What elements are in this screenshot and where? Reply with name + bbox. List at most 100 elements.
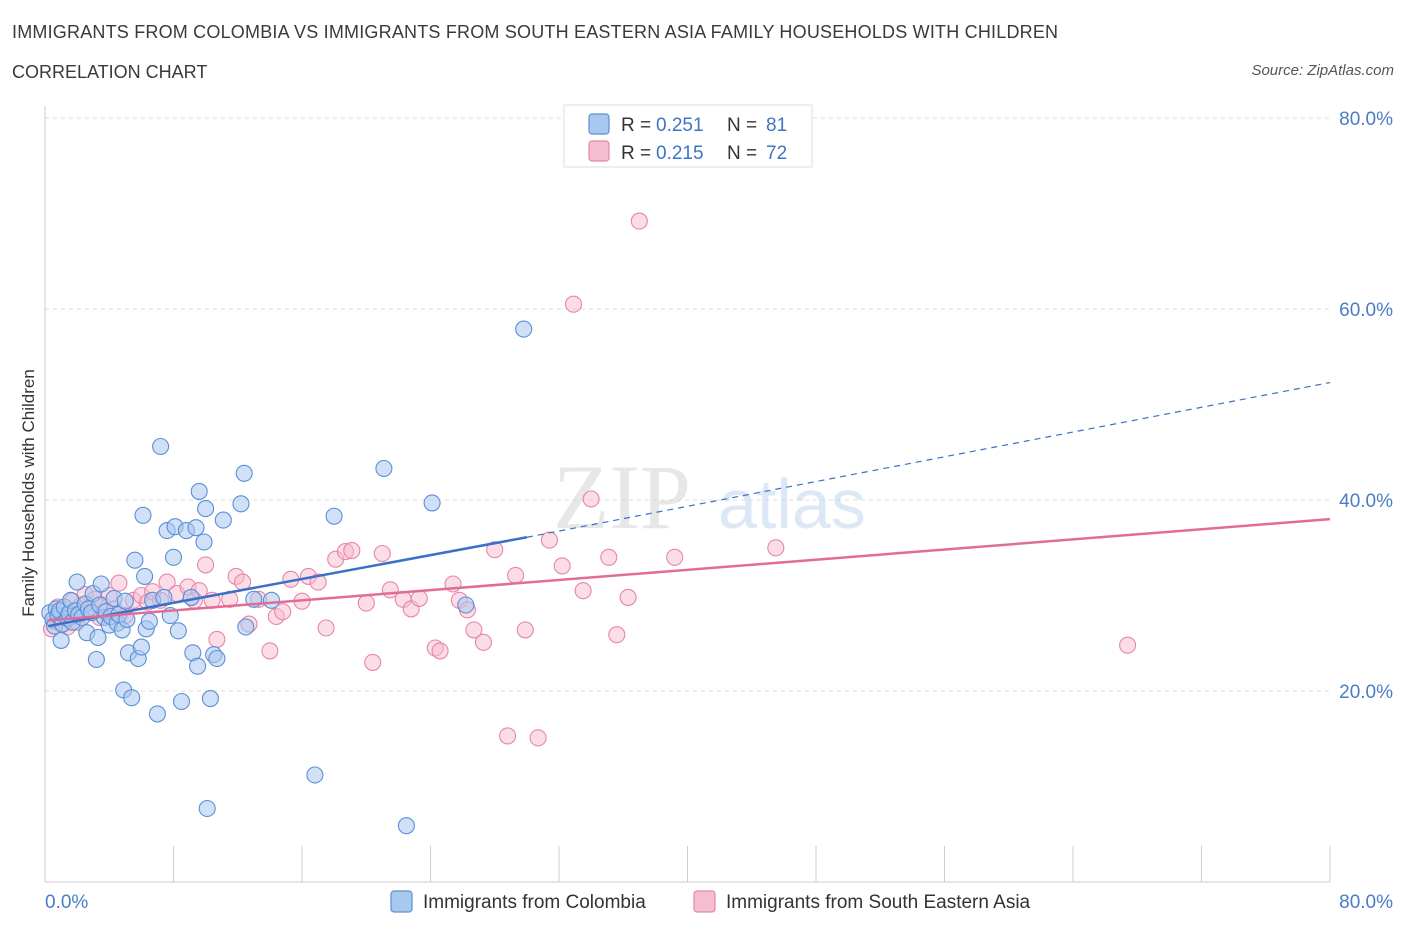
point-sea bbox=[474, 633, 493, 651]
legend-r-value-sea: 0.215 bbox=[656, 143, 704, 164]
y-tick-label: 60.0% bbox=[1339, 300, 1393, 321]
point-colombia bbox=[423, 494, 441, 512]
bottom-legend: Immigrants from Colombia Immigrants from… bbox=[390, 890, 1031, 913]
point-sea bbox=[600, 548, 618, 566]
point-sea bbox=[465, 621, 483, 639]
point-colombia bbox=[126, 551, 144, 569]
point-sea bbox=[431, 642, 449, 660]
point-colombia bbox=[397, 817, 415, 835]
point-sea bbox=[486, 541, 504, 559]
y-axis-title: Family Households with Children bbox=[19, 369, 38, 617]
y-tick-label: 80.0% bbox=[1339, 109, 1393, 130]
point-sea bbox=[309, 573, 327, 591]
point-colombia bbox=[235, 464, 253, 482]
point-sea bbox=[630, 212, 648, 230]
watermark: ZIP atlas bbox=[553, 446, 866, 548]
point-colombia bbox=[197, 500, 215, 518]
legend-n-value-sea: 72 bbox=[766, 143, 787, 164]
point-sea bbox=[582, 490, 600, 508]
point-colombia bbox=[169, 622, 187, 640]
chart-title: IMMIGRANTS FROM COLOMBIA VS IMMIGRANTS F… bbox=[12, 22, 1059, 42]
point-sea bbox=[197, 556, 215, 574]
point-sea bbox=[499, 727, 517, 745]
point-colombia bbox=[208, 649, 226, 668]
point-colombia bbox=[187, 519, 205, 537]
point-sea bbox=[540, 531, 558, 549]
point-colombia bbox=[68, 573, 86, 591]
point-sea bbox=[564, 295, 583, 313]
point-colombia bbox=[198, 799, 216, 818]
point-colombia bbox=[232, 495, 250, 513]
point-sea bbox=[516, 621, 534, 639]
point-colombia bbox=[172, 692, 191, 711]
point-colombia bbox=[375, 459, 393, 478]
bottom-legend-label-sea: Immigrants from South Eastern Asia bbox=[726, 892, 1031, 913]
point-sea bbox=[410, 589, 428, 607]
point-colombia bbox=[457, 596, 475, 614]
point-sea bbox=[274, 603, 292, 621]
point-sea bbox=[608, 626, 626, 644]
tick-labels: 20.0% 40.0% 60.0% 80.0% 0.0% 80.0% bbox=[45, 109, 1393, 913]
point-colombia bbox=[136, 567, 154, 585]
legend-n-label-colombia: N = bbox=[727, 115, 757, 136]
point-sea bbox=[553, 557, 571, 575]
watermark-zip: ZIP bbox=[553, 446, 691, 548]
point-colombia bbox=[52, 631, 70, 649]
point-sea bbox=[507, 566, 525, 584]
point-colombia bbox=[152, 437, 170, 456]
top-legend: R = 0.251 N = 81 R = 0.215 N = 72 bbox=[563, 104, 813, 168]
point-colombia bbox=[325, 507, 343, 525]
axes bbox=[44, 106, 1331, 883]
point-sea bbox=[666, 548, 684, 566]
point-colombia bbox=[116, 592, 134, 610]
legend-swatch-colombia bbox=[588, 113, 610, 135]
point-sea bbox=[261, 642, 279, 660]
x-tick-label-end: 80.0% bbox=[1339, 892, 1393, 913]
point-sea bbox=[619, 588, 637, 606]
point-colombia bbox=[201, 690, 219, 708]
point-colombia bbox=[164, 548, 183, 566]
point-sea bbox=[317, 619, 335, 637]
point-colombia bbox=[132, 638, 150, 656]
point-colombia bbox=[123, 689, 141, 707]
legend-n-label-sea: N = bbox=[727, 143, 757, 164]
legend-r-value-colombia: 0.251 bbox=[656, 115, 704, 136]
point-colombia bbox=[306, 766, 324, 784]
bottom-legend-swatch-colombia bbox=[390, 890, 413, 913]
point-colombia bbox=[140, 612, 158, 630]
y-tick-label: 20.0% bbox=[1339, 682, 1393, 703]
trend-lines bbox=[47, 381, 1331, 628]
legend-r-label-sea: R = bbox=[621, 143, 651, 164]
point-colombia bbox=[214, 511, 232, 529]
source-label: Source: ZipAtlas.com bbox=[1251, 62, 1394, 79]
data-points bbox=[41, 212, 1137, 835]
bottom-legend-swatch-sea bbox=[693, 890, 716, 913]
point-colombia bbox=[89, 628, 107, 647]
point-colombia bbox=[92, 575, 110, 593]
point-colombia bbox=[190, 482, 208, 500]
point-colombia bbox=[87, 650, 105, 669]
point-sea bbox=[574, 582, 592, 600]
point-sea bbox=[529, 729, 547, 747]
point-colombia bbox=[237, 618, 255, 636]
point-sea bbox=[208, 630, 226, 648]
point-colombia bbox=[148, 705, 166, 723]
trend-line-sea bbox=[48, 517, 1331, 622]
point-colombia bbox=[134, 506, 152, 524]
point-colombia bbox=[262, 591, 281, 609]
legend-r-label-colombia: R = bbox=[621, 115, 651, 136]
bottom-legend-label-colombia: Immigrants from Colombia bbox=[423, 892, 646, 913]
watermark-atlas: atlas bbox=[718, 465, 866, 543]
x-tick-label-start: 0.0% bbox=[45, 892, 88, 913]
point-sea bbox=[343, 542, 361, 560]
point-sea bbox=[373, 544, 391, 563]
point-colombia bbox=[189, 657, 207, 675]
point-colombia bbox=[195, 533, 213, 551]
legend-swatch-sea bbox=[588, 140, 610, 162]
point-sea bbox=[767, 539, 785, 557]
trend-line-colombia bbox=[47, 536, 528, 628]
legend-n-value-colombia: 81 bbox=[766, 115, 787, 136]
trend-line-colombia-extension bbox=[526, 381, 1331, 538]
point-sea bbox=[357, 594, 375, 612]
